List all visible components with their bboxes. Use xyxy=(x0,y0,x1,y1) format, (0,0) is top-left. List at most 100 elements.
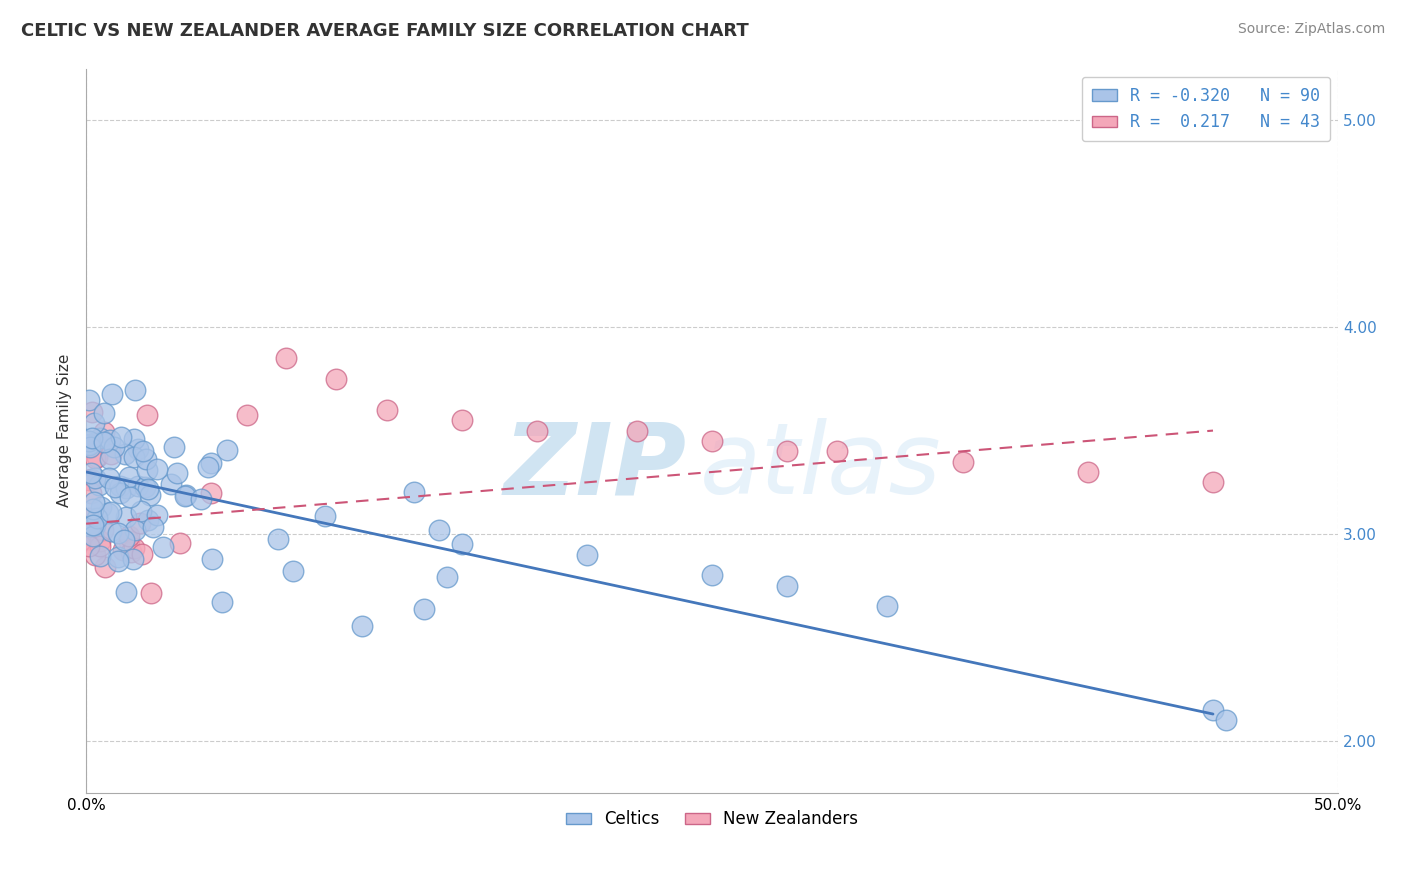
Point xyxy=(98,433,121,447)
Point xyxy=(90,500,112,514)
Point xyxy=(89,534,111,549)
Point xyxy=(80,486,103,500)
Point xyxy=(314,508,336,523)
Point xyxy=(82,501,104,516)
Point xyxy=(169,535,191,549)
Point xyxy=(1215,713,1237,727)
Point xyxy=(526,424,548,438)
Point xyxy=(82,518,104,533)
Point xyxy=(952,455,974,469)
Point xyxy=(98,471,121,485)
Point xyxy=(89,431,111,445)
Text: Source: ZipAtlas.com: Source: ZipAtlas.com xyxy=(1237,22,1385,37)
Point xyxy=(776,444,799,458)
Point xyxy=(97,506,120,520)
Text: CELTIC VS NEW ZEALANDER AVERAGE FAMILY SIZE CORRELATION CHART: CELTIC VS NEW ZEALANDER AVERAGE FAMILY S… xyxy=(21,22,749,40)
Point xyxy=(450,413,472,427)
Point xyxy=(127,442,149,457)
Point xyxy=(80,466,103,480)
Point xyxy=(375,403,398,417)
Point xyxy=(114,447,136,461)
Point xyxy=(103,480,125,494)
Point xyxy=(89,549,111,563)
Point xyxy=(146,508,169,523)
Point xyxy=(138,513,160,527)
Point xyxy=(700,434,723,448)
Point xyxy=(80,405,103,419)
Point xyxy=(131,547,153,561)
Point xyxy=(107,525,129,540)
Legend: Celtics, New Zealanders: Celtics, New Zealanders xyxy=(560,804,865,835)
Point xyxy=(146,461,169,475)
Point xyxy=(139,586,162,600)
Point xyxy=(101,387,124,401)
Point xyxy=(82,529,104,543)
Point xyxy=(83,518,105,533)
Point xyxy=(103,440,125,454)
Point xyxy=(108,478,131,492)
Point xyxy=(350,619,373,633)
Point xyxy=(77,392,100,407)
Point xyxy=(115,585,138,599)
Point xyxy=(276,351,298,366)
Point xyxy=(77,441,100,455)
Point xyxy=(412,602,434,616)
Point xyxy=(575,548,598,562)
Point xyxy=(1202,475,1225,490)
Point xyxy=(110,430,132,444)
Point xyxy=(79,440,101,454)
Point xyxy=(135,408,157,422)
Point xyxy=(122,541,145,556)
Point xyxy=(83,523,105,537)
Point xyxy=(429,523,451,537)
Point xyxy=(200,485,222,500)
Point xyxy=(174,489,197,503)
Point xyxy=(236,409,259,423)
Point xyxy=(152,541,174,555)
Point xyxy=(163,440,186,454)
Point xyxy=(135,452,157,467)
Point xyxy=(404,485,426,500)
Point xyxy=(89,478,111,492)
Point xyxy=(115,510,138,524)
Point xyxy=(626,424,648,438)
Text: ZIP: ZIP xyxy=(505,418,688,516)
Point xyxy=(281,564,304,578)
Point xyxy=(159,477,181,491)
Point xyxy=(112,533,135,547)
Point xyxy=(200,456,222,470)
Point xyxy=(138,482,160,496)
Point xyxy=(201,551,224,566)
Y-axis label: Average Family Size: Average Family Size xyxy=(58,354,72,508)
Point xyxy=(77,473,100,487)
Point xyxy=(166,466,188,480)
Point xyxy=(197,459,219,474)
Point xyxy=(436,570,458,584)
Point xyxy=(124,524,146,538)
Point xyxy=(118,529,141,543)
Point xyxy=(77,437,100,451)
Point xyxy=(93,405,115,419)
Point xyxy=(79,519,101,533)
Point xyxy=(100,524,122,538)
Text: atlas: atlas xyxy=(700,418,941,516)
Point xyxy=(93,435,115,450)
Point xyxy=(134,480,156,494)
Point xyxy=(111,543,134,558)
Point xyxy=(83,450,105,465)
Point xyxy=(129,504,152,518)
Point xyxy=(190,492,212,507)
Point xyxy=(77,511,100,525)
Point xyxy=(122,450,145,464)
Point xyxy=(98,451,121,466)
Point xyxy=(115,481,138,495)
Point xyxy=(108,485,131,500)
Point xyxy=(827,444,849,458)
Point xyxy=(124,383,146,397)
Point xyxy=(84,548,107,562)
Point xyxy=(100,447,122,461)
Point xyxy=(77,434,100,448)
Point xyxy=(217,442,239,457)
Point xyxy=(83,416,105,430)
Point xyxy=(876,599,898,614)
